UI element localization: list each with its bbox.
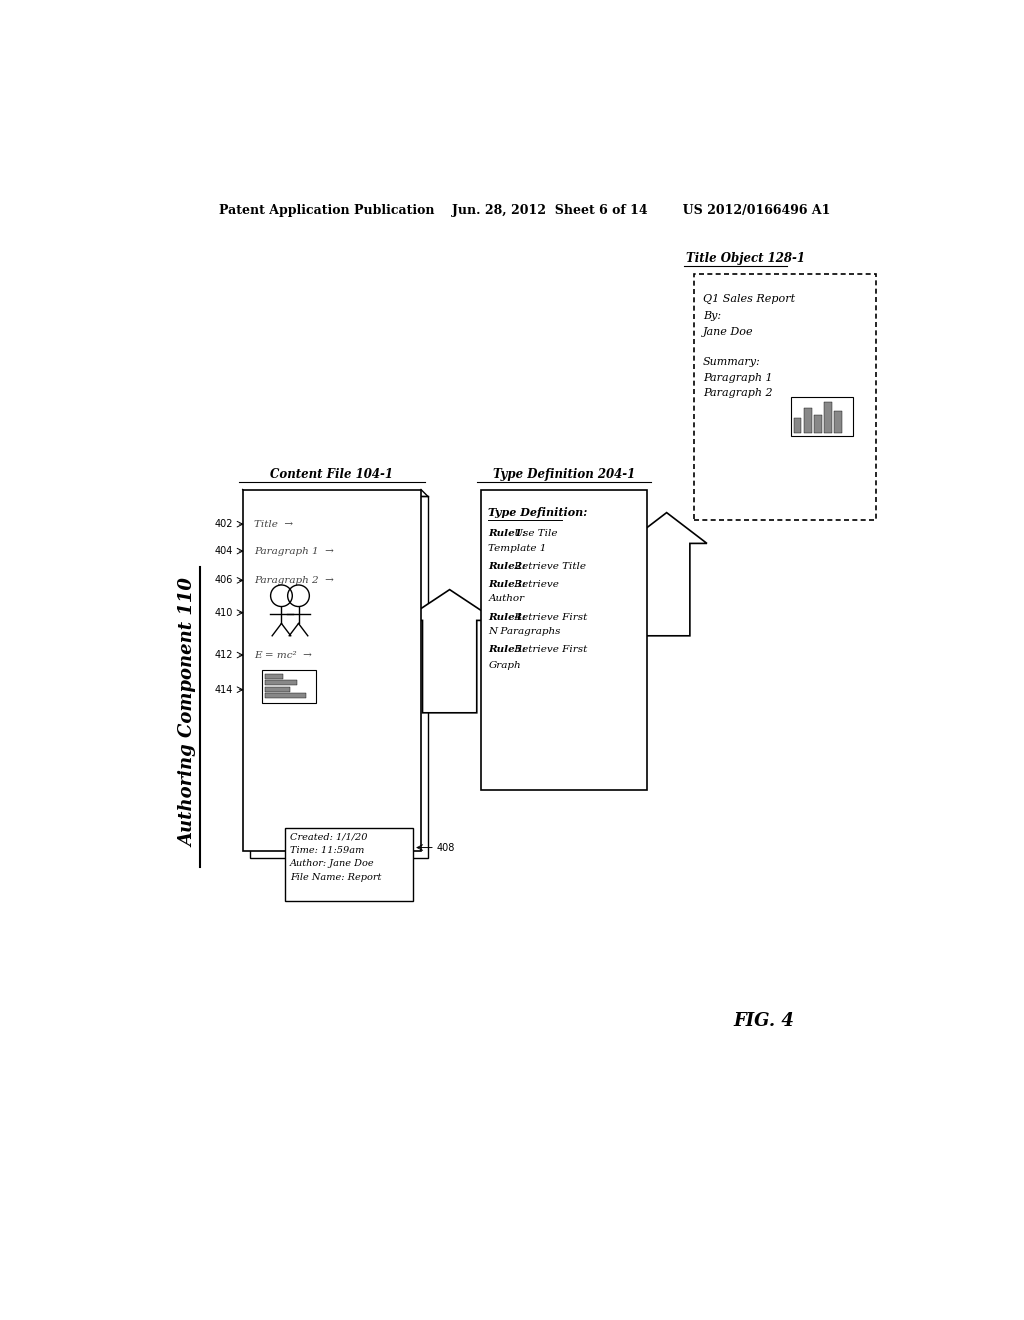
Text: Rule1:: Rule1: (488, 529, 526, 537)
Text: Rule2:: Rule2: (488, 562, 526, 572)
Bar (794, 418, 802, 433)
Text: 402: 402 (215, 519, 233, 529)
Text: Retrieve Title: Retrieve Title (511, 562, 586, 572)
Text: Paragraph 1  →: Paragraph 1 → (254, 546, 334, 556)
Text: 406: 406 (215, 576, 233, 585)
Bar (265, 686, 290, 692)
Text: Rule3:: Rule3: (488, 579, 526, 589)
Text: Retrieve First: Retrieve First (511, 645, 587, 655)
Text: Rule5:: Rule5: (488, 645, 526, 655)
Text: Use Tile: Use Tile (511, 529, 557, 537)
Text: Content File 104-1: Content File 104-1 (270, 467, 393, 480)
Polygon shape (627, 512, 707, 636)
Text: FIG. 4: FIG. 4 (733, 1012, 794, 1030)
Text: Type Definition 204-1: Type Definition 204-1 (493, 467, 635, 480)
Text: 410: 410 (215, 607, 233, 618)
Bar (262, 671, 316, 702)
Text: Template 1: Template 1 (488, 544, 547, 553)
Text: Retrieve First: Retrieve First (511, 612, 587, 622)
Bar (834, 412, 842, 433)
Text: Title  →: Title → (254, 520, 294, 528)
Text: N Paragraphs: N Paragraphs (488, 627, 561, 636)
Bar (693, 275, 876, 520)
Polygon shape (403, 590, 496, 713)
Text: Authoring Component 110: Authoring Component 110 (179, 578, 198, 847)
Text: 404: 404 (215, 546, 233, 556)
Text: Graph: Graph (488, 660, 521, 669)
Bar (804, 408, 812, 433)
Bar (265, 673, 284, 678)
Text: 412: 412 (215, 649, 233, 660)
Text: Paragraph 1: Paragraph 1 (703, 372, 773, 383)
Bar (814, 414, 821, 433)
Text: By:: By: (703, 312, 721, 321)
Text: Rule4:: Rule4: (488, 612, 526, 622)
Bar (480, 490, 647, 789)
Text: 408: 408 (436, 842, 455, 853)
Text: Retrieve: Retrieve (511, 579, 558, 589)
Text: Title Object 128-1: Title Object 128-1 (686, 252, 805, 265)
Bar (265, 693, 305, 698)
Text: 414: 414 (215, 685, 233, 694)
Bar (265, 680, 297, 685)
Text: Q1 Sales Report: Q1 Sales Report (703, 293, 796, 304)
Bar (286, 829, 414, 902)
Bar (791, 397, 853, 436)
Text: E = mc²  →: E = mc² → (254, 651, 312, 660)
Text: Type Definition:: Type Definition: (488, 507, 588, 519)
Text: Jane Doe: Jane Doe (703, 326, 754, 337)
Text: Patent Application Publication    Jun. 28, 2012  Sheet 6 of 14        US 2012/01: Patent Application Publication Jun. 28, … (219, 205, 830, 218)
Text: Summary:: Summary: (703, 358, 761, 367)
Text: Author: Author (488, 594, 524, 603)
Bar (243, 490, 421, 851)
Text: Created: 1/1/20
Time: 11:59am
Author: Jane Doe
File Name: Report: Created: 1/1/20 Time: 11:59am Author: Ja… (290, 833, 381, 882)
Text: Paragraph 2  →: Paragraph 2 → (254, 576, 334, 585)
Text: Paragraph 2: Paragraph 2 (703, 388, 773, 399)
Bar (250, 496, 428, 858)
Bar (824, 401, 831, 433)
